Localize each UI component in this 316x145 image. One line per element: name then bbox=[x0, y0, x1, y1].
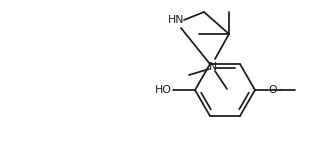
Text: HN: HN bbox=[168, 15, 184, 25]
Text: N: N bbox=[209, 62, 217, 72]
Text: HO: HO bbox=[155, 85, 172, 95]
Text: O: O bbox=[269, 85, 277, 95]
